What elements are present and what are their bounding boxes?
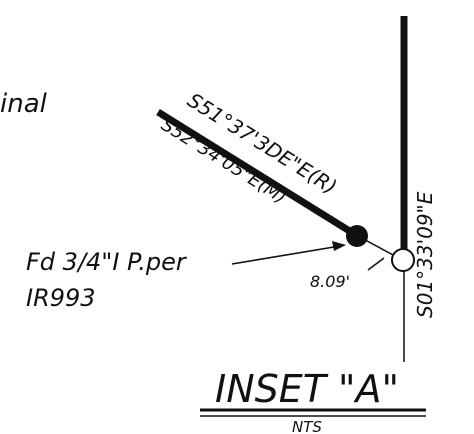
monument-note-line2: IR993 [26, 284, 96, 312]
monument-note-line1: Fd 3/4"I P.per [26, 248, 188, 276]
diagonal-boundary-line [156, 109, 358, 238]
bearing-vertical-label: S01°33'09"E [413, 191, 437, 318]
found-iron-pipe-marker [346, 225, 368, 247]
corner-open-circle [391, 248, 415, 272]
leader-arrowhead [332, 241, 346, 251]
inset-title: INSET "A" [215, 367, 399, 411]
offset-tick-line [367, 257, 385, 271]
scale-note: NTS [292, 418, 322, 434]
partial-note-text: inal [0, 89, 48, 119]
leader-arrow-line [231, 245, 341, 265]
offset-distance-label: 8.09' [310, 272, 350, 291]
